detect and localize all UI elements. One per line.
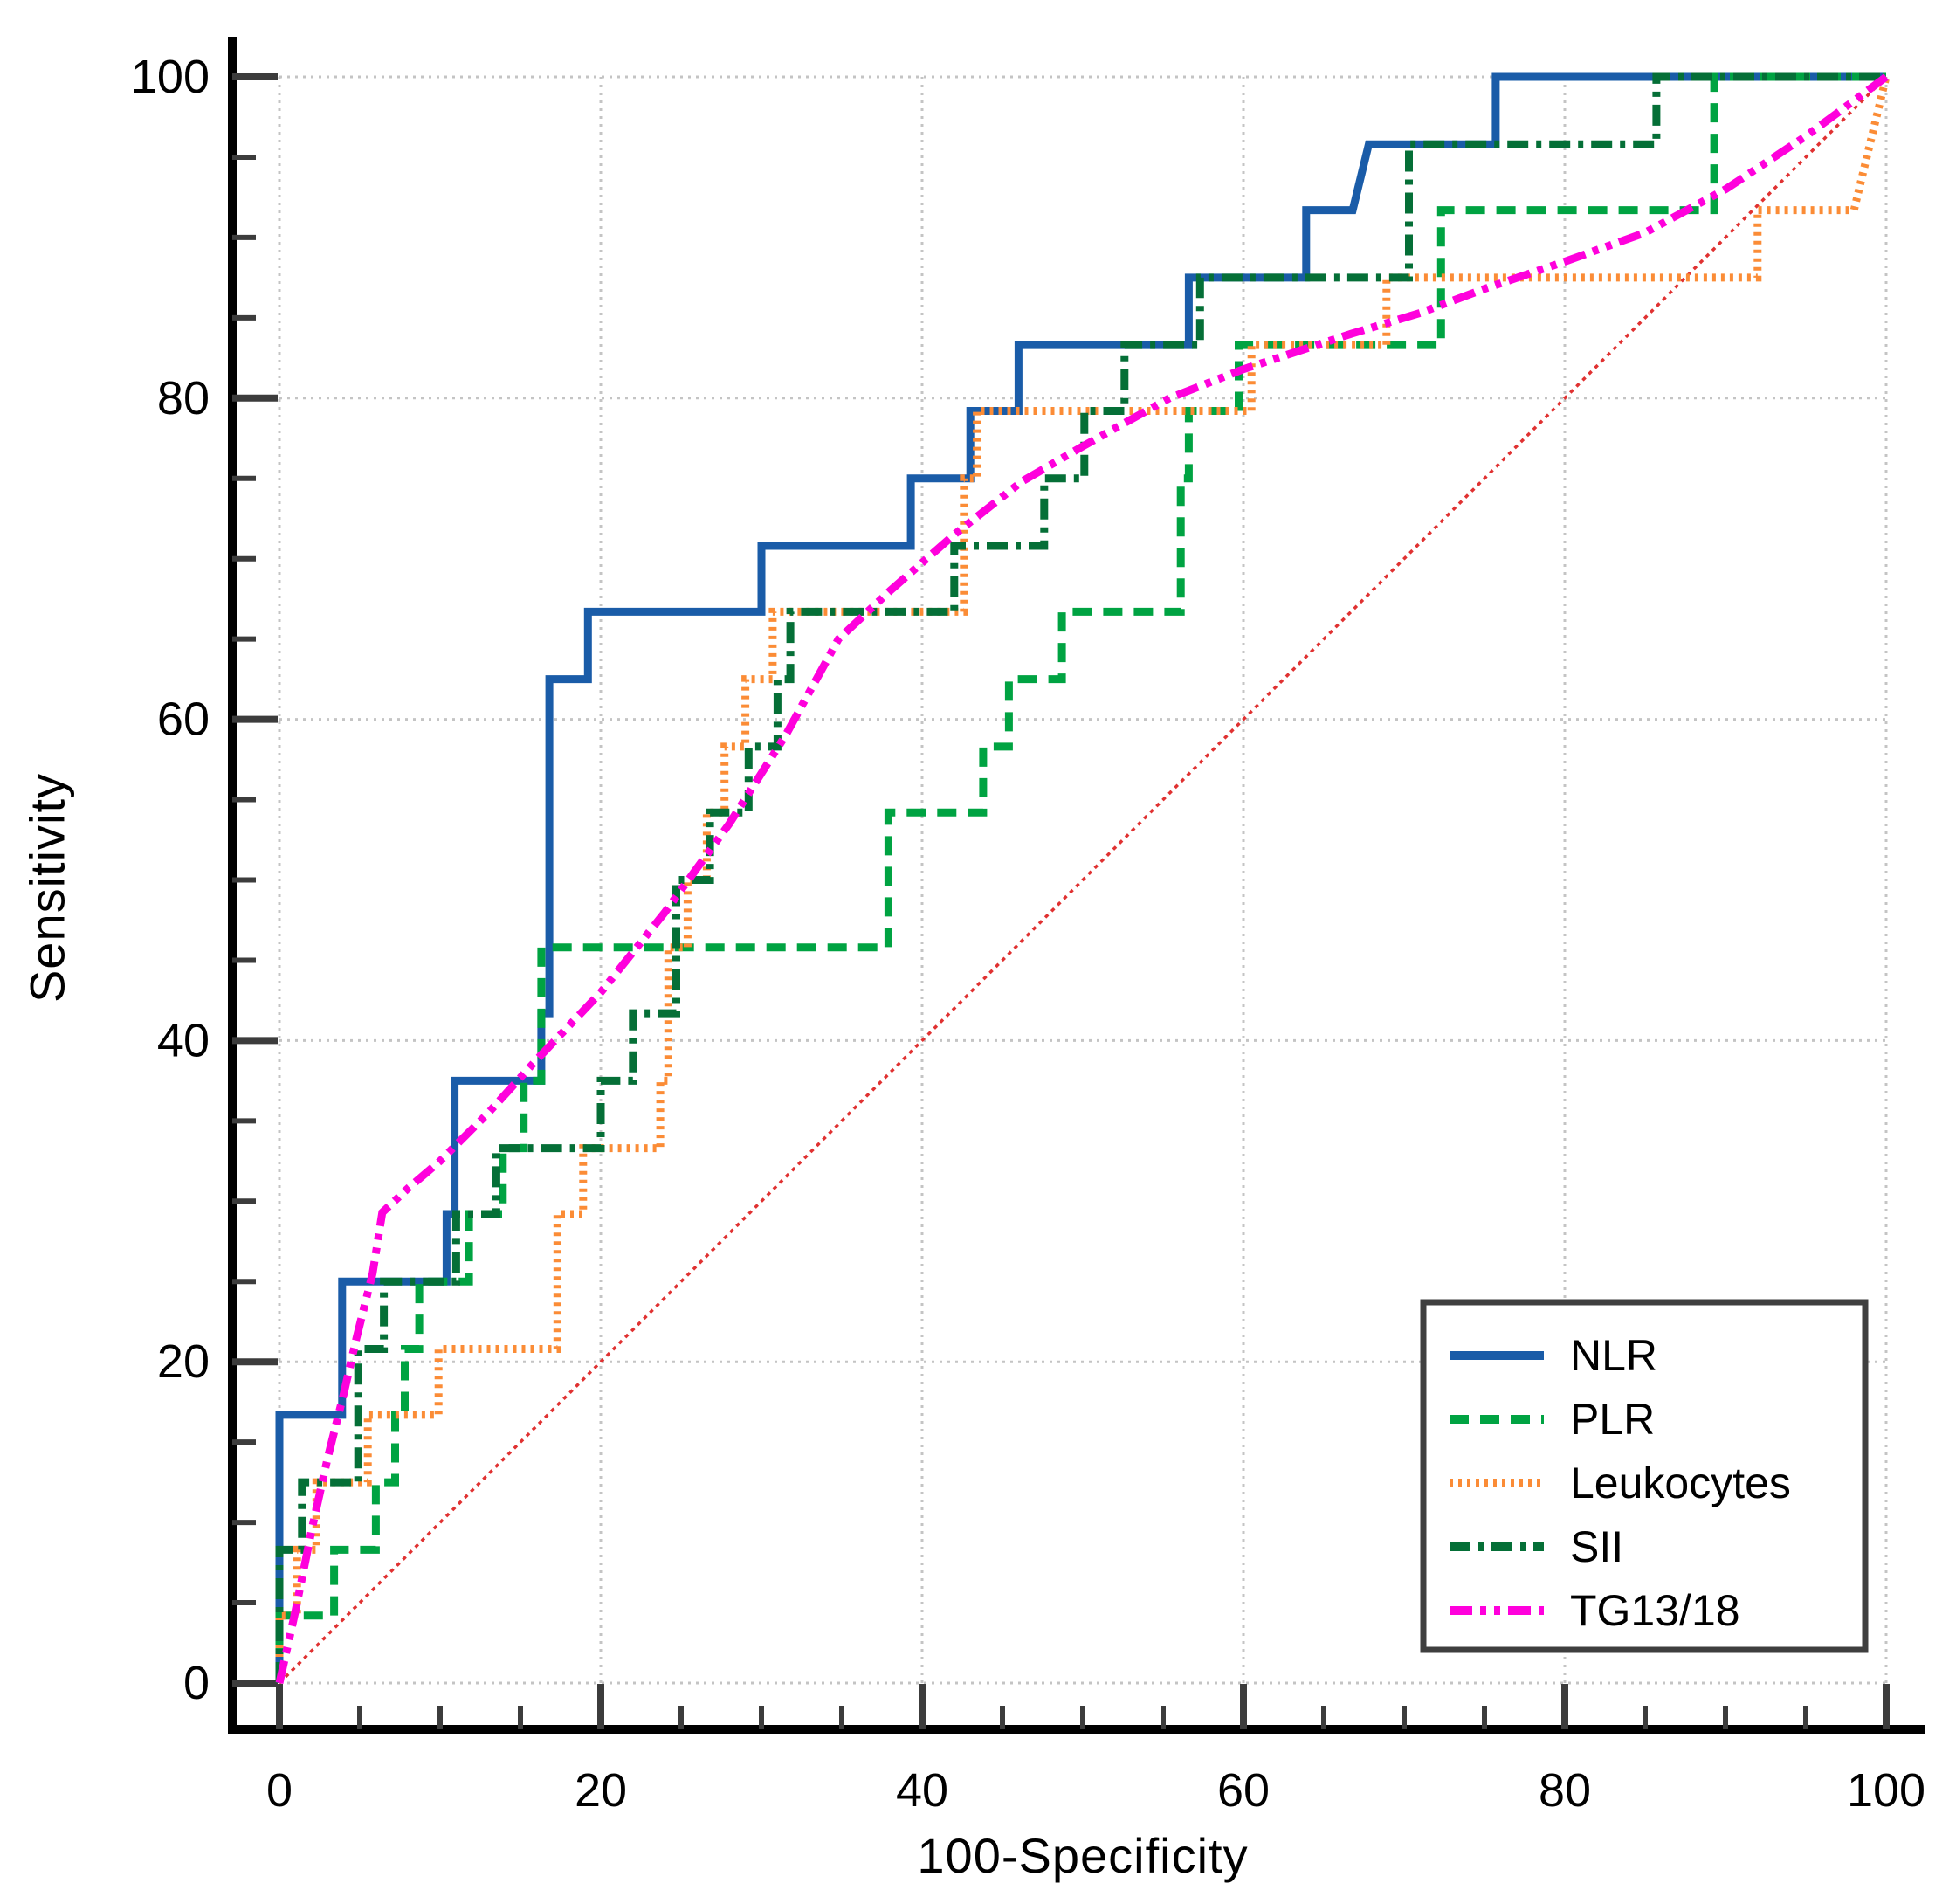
x-tick-label: 60 [1217,1764,1270,1817]
y-tick-label: 40 [157,1014,210,1066]
y-tick-label: 60 [157,693,210,746]
legend-label-1: PLR [1570,1395,1655,1444]
legend-label-3: SII [1570,1522,1623,1571]
roc-figure: 0 20 40 60 80 100 0 20 40 60 80 100 NLR PLR Leukocytes… [0,0,1956,1904]
legend-label-2: Leukocytes [1570,1459,1791,1507]
x-tick-label: 40 [896,1764,948,1817]
x-tick-label: 100 [1847,1764,1925,1817]
roc-chart-canvas: 0 20 40 60 80 100 0 20 40 60 80 100 NLR PLR Leukocytes… [0,0,1956,1904]
y-axis-title: Sensitivity [19,609,76,1168]
x-axis-title: 100-Specificity [821,1827,1345,1884]
y-tick-label: 80 [157,372,210,424]
x-tick-label: 20 [575,1764,627,1817]
x-tick-label: 0 [266,1764,293,1817]
legend-label-4: TG13/18 [1570,1586,1740,1635]
y-tick-label: 100 [131,51,210,103]
x-tick-label: 80 [1539,1764,1591,1817]
y-tick-label: 0 [183,1657,210,1709]
y-tick-label: 20 [157,1335,210,1388]
legend-label-0: NLR [1570,1331,1657,1380]
